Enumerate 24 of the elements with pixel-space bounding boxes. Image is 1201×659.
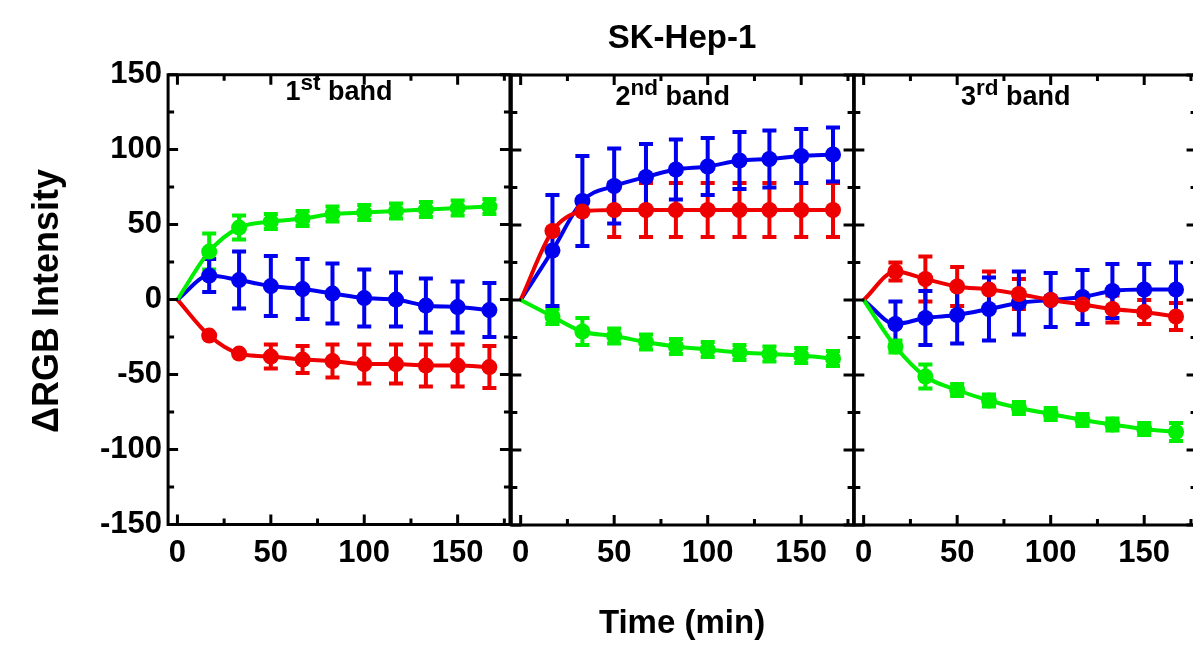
y-tick-label: -150: [100, 505, 163, 541]
x-tick-label: 0: [511, 534, 529, 570]
x-tick-label: 150: [1118, 534, 1170, 570]
y-tick-label: 0: [144, 280, 163, 316]
x-tick-label: 150: [775, 534, 827, 570]
x-tick-label: 50: [596, 534, 632, 570]
y-tick-label: -100: [100, 430, 163, 466]
x-tick-label: 0: [854, 534, 872, 570]
y-tick-label: 150: [110, 55, 163, 91]
x-tick-label: 100: [681, 534, 734, 570]
x-tick-label: 100: [1024, 534, 1077, 570]
x-tick-label: 50: [253, 534, 289, 570]
y-tick-label: 100: [110, 130, 163, 166]
annotation: 3$^{rd}$ band: [959, 75, 1072, 112]
x-axis-title: Time (min): [597, 603, 767, 641]
y-tick-label: -50: [117, 355, 163, 391]
x-tick-label: 150: [431, 534, 484, 570]
x-tick-label: 50: [939, 534, 975, 570]
y-axis-title: ΔRGB Intensity: [25, 168, 67, 435]
y-tick-label: 50: [127, 205, 163, 241]
chart-title: SK-Hep-1: [606, 18, 758, 56]
x-tick-label: 0: [168, 534, 187, 570]
x-tick-label: 100: [338, 534, 391, 570]
annotation: 2$^{nd}$ band: [614, 75, 731, 112]
